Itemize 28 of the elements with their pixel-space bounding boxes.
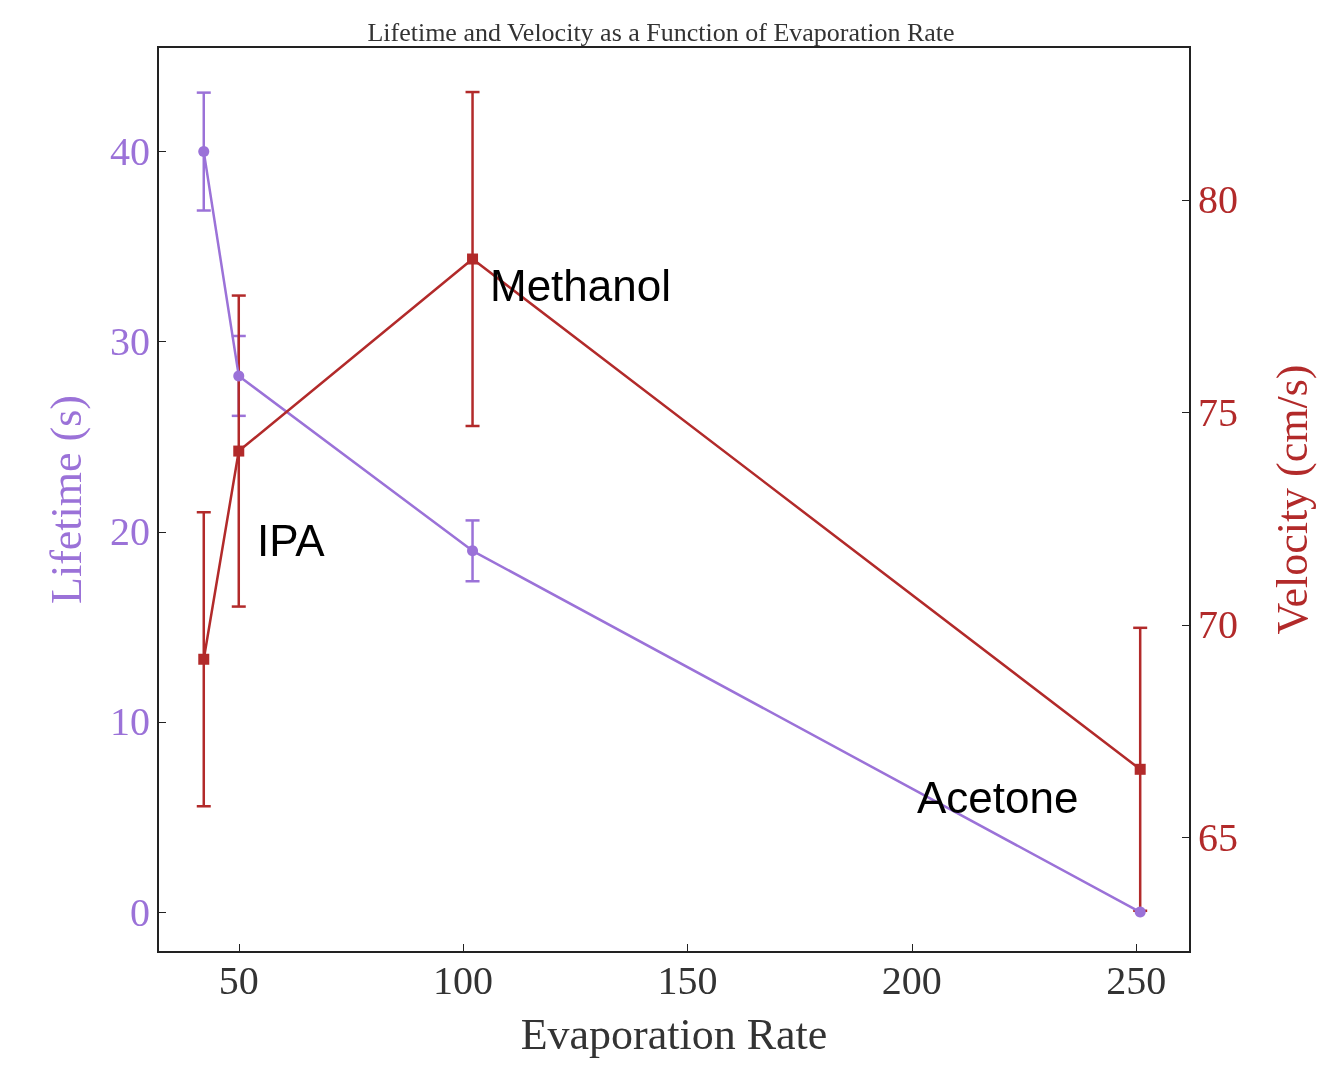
y-tick-label: 10 [110, 699, 150, 745]
y2-tick-label: 80 [1198, 177, 1238, 223]
annotation: IPA [257, 515, 326, 565]
annotation: Acetone [917, 772, 1079, 822]
point [467, 545, 479, 557]
chart-title: Lifetime and Velocity as a Function of Evaporation Rate [367, 17, 955, 47]
x-tick-label: 50 [218, 957, 259, 1003]
point [1134, 763, 1146, 775]
point [467, 253, 479, 265]
y2-tick-label: 65 [1198, 814, 1238, 860]
y2-tick-label: 70 [1198, 602, 1238, 648]
y2-axis-title: Velocity (cm/s) [1267, 364, 1317, 635]
x-tick-label: 150 [657, 957, 718, 1003]
point [1134, 906, 1146, 918]
point [198, 653, 210, 665]
x-axis-title: Evaporation Rate [520, 1009, 828, 1059]
x-tick-label: 250 [1106, 957, 1167, 1003]
y-tick-label: 20 [110, 509, 150, 555]
y-axis-title: Lifetime (s) [41, 395, 91, 604]
point [233, 370, 245, 382]
point [233, 445, 245, 457]
y-tick-label: 40 [110, 129, 150, 175]
y-tick-label: 30 [110, 319, 150, 365]
x-tick-label: 200 [881, 957, 942, 1003]
x-tick-label: 100 [433, 957, 494, 1003]
y-tick-label: 0 [130, 889, 150, 935]
point [198, 146, 210, 158]
y2-tick-label: 75 [1198, 389, 1238, 435]
